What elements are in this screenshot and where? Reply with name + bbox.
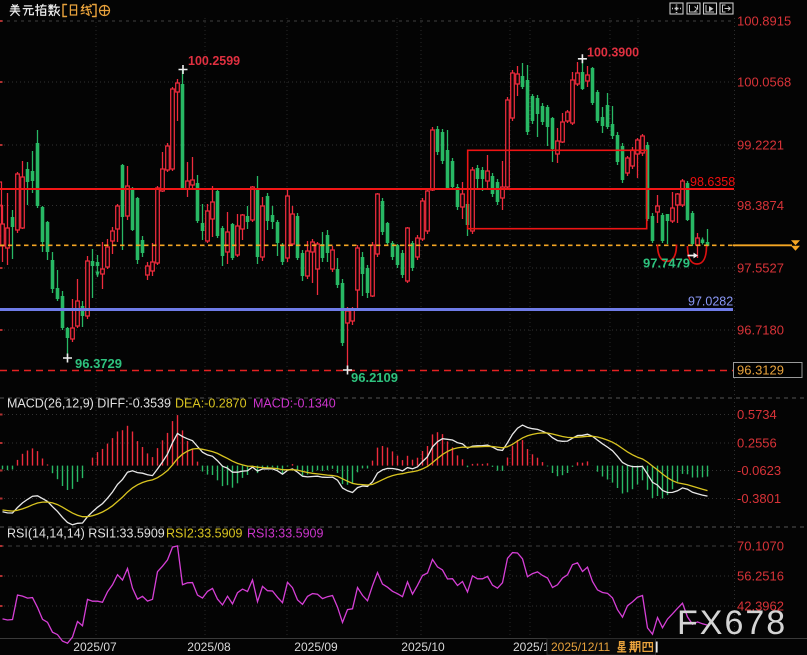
svg-text:2025/10: 2025/10 (401, 640, 445, 654)
svg-text:MACD(26,12,9) DIFF:-0.3539: MACD(26,12,9) DIFF:-0.3539 (7, 397, 171, 411)
svg-text:100.3900: 100.3900 (587, 46, 639, 60)
svg-text:96.7180: 96.7180 (737, 323, 784, 338)
svg-text:RSI3:33.5909: RSI3:33.5909 (247, 527, 323, 541)
svg-text:RSI2:33.5909: RSI2:33.5909 (166, 527, 242, 541)
svg-text:96.3729: 96.3729 (75, 356, 122, 371)
svg-text:98.6358: 98.6358 (690, 175, 735, 189)
svg-text:42.3962: 42.3962 (737, 599, 784, 614)
svg-text:97.7479: 97.7479 (643, 256, 690, 271)
svg-text:MACD:-0.1340: MACD:-0.1340 (253, 397, 336, 411)
svg-text:2025/12/11: 2025/12/11 (551, 640, 610, 654)
svg-text:100.0568: 100.0568 (737, 75, 791, 90)
svg-text:98.3874: 98.3874 (737, 198, 784, 213)
svg-text:DEA:-0.2870: DEA:-0.2870 (175, 397, 247, 411)
svg-text:97.0282: 97.0282 (688, 295, 733, 309)
svg-text:-0.0623: -0.0623 (737, 463, 781, 478)
svg-text:96.2109: 96.2109 (351, 370, 398, 385)
svg-text:99.2221: 99.2221 (737, 138, 784, 153)
svg-text:0.5734: 0.5734 (737, 407, 777, 422)
svg-text:97.5527: 97.5527 (737, 261, 784, 276)
svg-text:100.8915: 100.8915 (737, 14, 791, 29)
svg-text:-0.3801: -0.3801 (737, 491, 781, 506)
svg-text:2025/09: 2025/09 (294, 640, 338, 654)
svg-text:100.2599: 100.2599 (188, 54, 240, 68)
svg-text:2025/11: 2025/11 (513, 640, 556, 654)
svg-text:FX678: FX678 (677, 604, 787, 642)
svg-text:2025/07: 2025/07 (73, 640, 117, 654)
svg-text:RSI(14,14,14) RSI1:33.5909: RSI(14,14,14) RSI1:33.5909 (7, 527, 165, 541)
svg-text:0.2556: 0.2556 (737, 436, 777, 451)
svg-text:96.3129: 96.3129 (737, 363, 784, 378)
svg-text:2025/08: 2025/08 (187, 640, 231, 654)
svg-text:70.1070: 70.1070 (737, 539, 784, 554)
svg-text:56.2516: 56.2516 (737, 569, 784, 584)
